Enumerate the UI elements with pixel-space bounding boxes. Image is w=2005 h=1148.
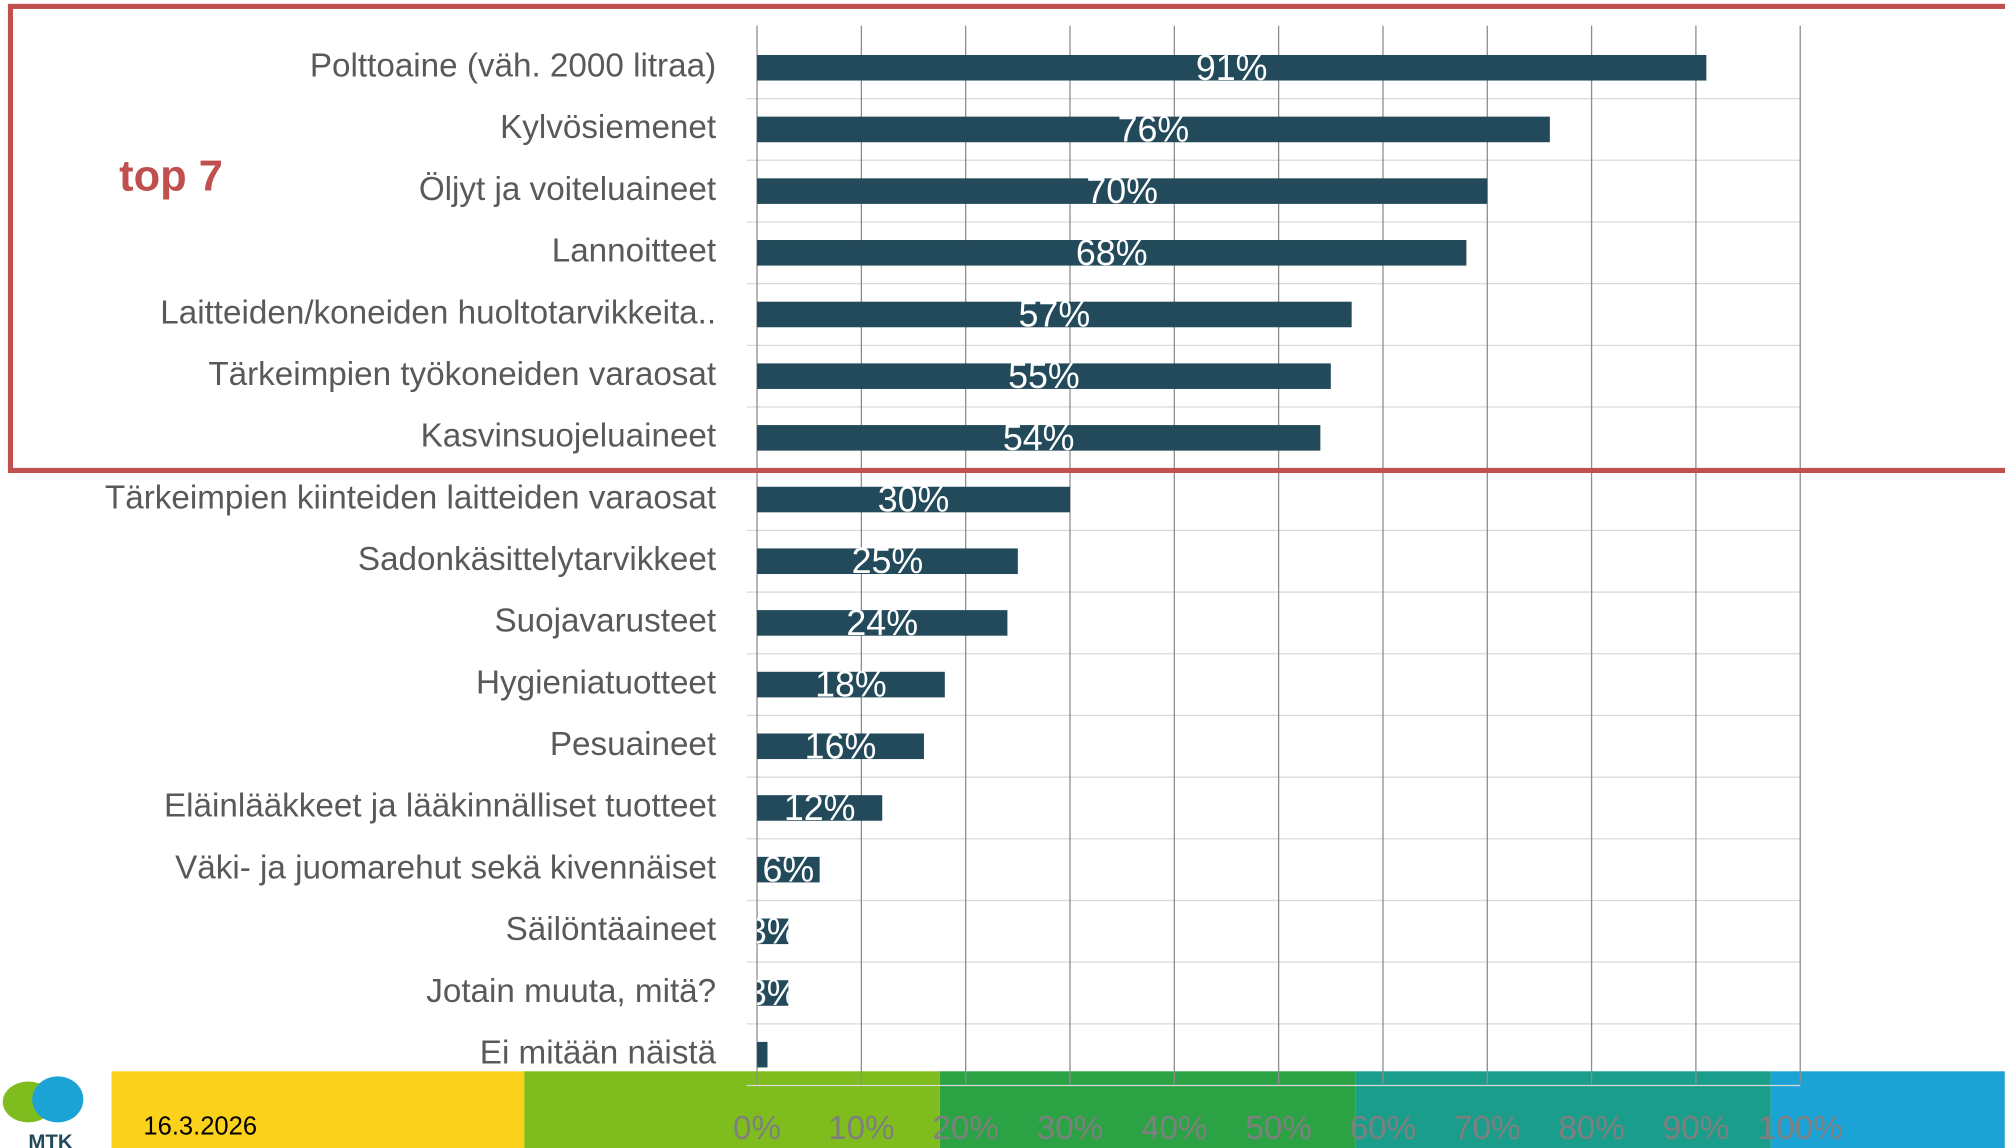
- category-label: Öljyt ja voiteluaineet: [419, 171, 716, 208]
- category-label: Polttoaine (väh. 2000 litraa): [310, 48, 716, 85]
- value-label: 76%: [1118, 109, 1190, 149]
- bar: [757, 795, 883, 821]
- value-label: 3%: [747, 973, 799, 1013]
- value-label: 55%: [1008, 356, 1080, 396]
- category-label: Kasvinsuojeluaineet: [421, 418, 716, 455]
- date: 16.3.2026: [143, 1112, 257, 1140]
- value-label: 68%: [1076, 233, 1148, 273]
- footer-band: [524, 1071, 940, 1148]
- bar: [757, 116, 1550, 143]
- category-label: Jotain muuta, mitä?: [426, 973, 716, 1010]
- footer-band: [111, 1071, 525, 1148]
- bar: [757, 301, 1352, 328]
- category-label: Pesuaineet: [550, 726, 716, 763]
- value-label: 54%: [1003, 418, 1075, 458]
- category-label: Kylvösiemenet: [500, 109, 716, 146]
- bar: [757, 1041, 768, 1068]
- bar: [757, 856, 820, 883]
- bar: [757, 54, 1707, 81]
- category-label: Ei mitään näistä: [480, 1034, 717, 1071]
- annotation: top 7: [119, 152, 223, 200]
- value-label: 30%: [878, 480, 950, 520]
- x-tick-label: 40%: [1141, 1110, 1208, 1147]
- value-label: 16%: [805, 726, 877, 766]
- bar: [757, 671, 945, 698]
- category-label: Väki- ja juomarehut sekä kivennäiset: [175, 849, 716, 886]
- x-tick-label: 50%: [1245, 1110, 1312, 1147]
- value-label: 91%: [1196, 48, 1268, 88]
- value-label: 6%: [762, 850, 814, 890]
- x-tick-label: 60%: [1350, 1110, 1417, 1147]
- category-label: Lannoitteet: [552, 233, 716, 270]
- category-label: Tärkeimpien kiinteiden laitteiden varaos…: [105, 479, 716, 516]
- x-tick-label: 90%: [1663, 1110, 1730, 1147]
- x-tick-label: 100%: [1758, 1110, 1843, 1147]
- bar: [757, 610, 1008, 636]
- bar: [757, 178, 1488, 204]
- value-label: 70%: [1086, 171, 1158, 211]
- bar: [757, 240, 1467, 266]
- footer-band: [1355, 1071, 1771, 1148]
- x-tick-label: 70%: [1454, 1110, 1521, 1147]
- bar: [757, 918, 789, 945]
- value-label: 12%: [784, 788, 856, 828]
- bar: [757, 425, 1321, 451]
- bar: [757, 548, 1018, 574]
- bar: [757, 980, 789, 1006]
- footer-band: [939, 1071, 1356, 1148]
- logo-text: MTK: [28, 1130, 73, 1148]
- x-tick-label: 30%: [1037, 1110, 1104, 1147]
- value-label: 24%: [846, 603, 918, 643]
- category-label: Tärkeimpien työkoneiden varaosat: [208, 356, 716, 393]
- category-label: Suojavarusteet: [495, 603, 717, 640]
- bar: [757, 733, 924, 760]
- x-tick-label: 0%: [733, 1110, 781, 1147]
- category-label: Hygieniatuotteet: [476, 664, 716, 701]
- bar: [757, 363, 1331, 389]
- highlight-box: [7, 3, 2005, 474]
- category-label: Eläinlääkkeet ja lääkinnälliset tuotteet: [164, 788, 716, 825]
- footer-band: [1770, 1071, 2005, 1148]
- value-label: 18%: [815, 665, 887, 705]
- value-label: 25%: [852, 541, 924, 581]
- category-label: Laitteiden/koneiden huoltotarvikkeita..: [160, 294, 716, 331]
- bar: [757, 486, 1070, 513]
- value-label: 3%: [747, 911, 799, 951]
- category-label: Sadonkäsittelytarvikkeet: [358, 541, 716, 578]
- value-label: 57%: [1019, 294, 1091, 334]
- x-tick-label: 80%: [1558, 1110, 1625, 1147]
- x-tick-label: 10%: [828, 1110, 895, 1147]
- category-label: Säilöntäaineet: [506, 911, 717, 948]
- x-tick-label: 20%: [932, 1110, 999, 1147]
- logo: MTK: [2, 1076, 84, 1148]
